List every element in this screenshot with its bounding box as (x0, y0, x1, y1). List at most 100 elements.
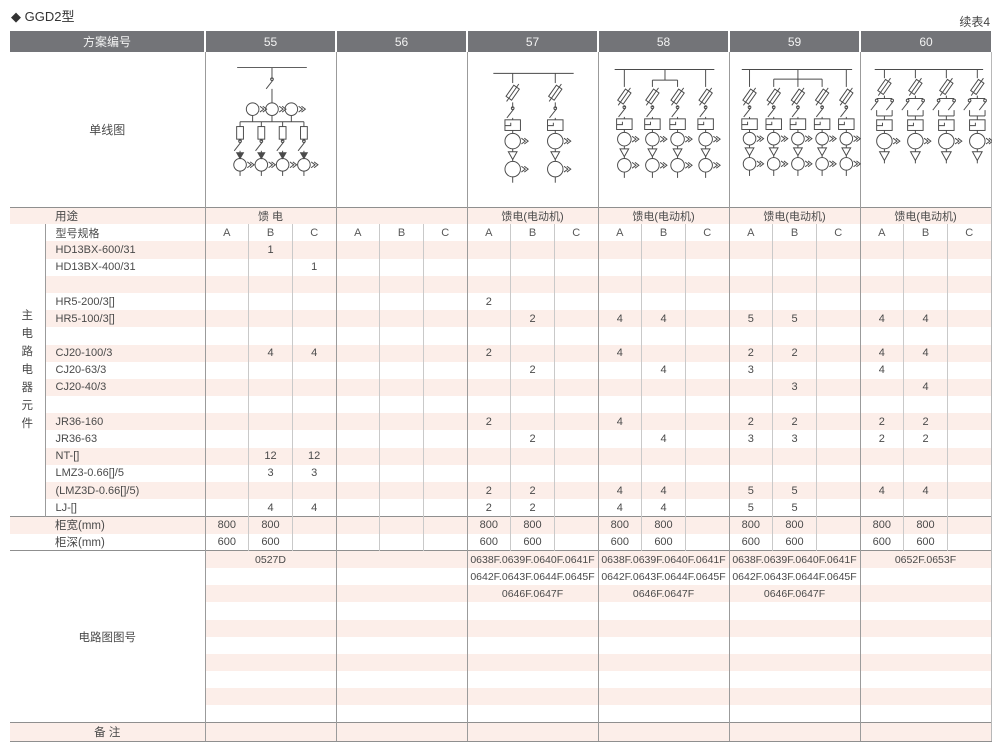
circuit-number-cell (335, 671, 468, 689)
quantity-cell (597, 464, 642, 482)
quantity-cell (859, 275, 904, 293)
quantity-cell: 4 (248, 499, 293, 517)
header-scheme-57: 57 (466, 31, 599, 52)
single-line-diagram-57 (466, 52, 599, 207)
side-label-main-circuit-components: 主电路电器元件 (21, 310, 34, 431)
quantity-cell (815, 464, 861, 482)
table-row: (LMZ3D-0.66[]/5) 2 2 4 4 5 5 4 4 (10, 482, 992, 500)
table-row (10, 636, 992, 654)
quantity-cell (859, 464, 904, 482)
quantity-cell (641, 344, 686, 362)
circuit-number-cell (335, 705, 468, 723)
quantity-cell (466, 430, 511, 448)
quantity-cell: 4 (597, 310, 642, 328)
quantity-cell: 3 (728, 430, 773, 448)
subcolumn-header: B (510, 224, 555, 242)
table-row: 主电路电器元件型号规格 A B C A B C A B C A B C A B C A B C (10, 224, 992, 430)
quantity-cell (510, 258, 555, 276)
quantity-cell (335, 292, 380, 311)
quantity-cell: 2 (466, 499, 511, 517)
circuit-number-cell: 0642F.0643F.0644F.0645F (466, 567, 599, 586)
quantity-cell (379, 430, 424, 448)
quantity-cell (728, 258, 773, 276)
dimension-cell: 600 (204, 533, 249, 551)
quantity-cell (553, 361, 599, 379)
quantity-cell (903, 447, 948, 465)
quantity-cell (291, 241, 337, 259)
quantity-cell (553, 378, 599, 397)
quantity-cell (379, 378, 424, 397)
quantity-cell (466, 464, 511, 482)
quantity-cell (903, 464, 948, 482)
quantity-cell (946, 378, 992, 397)
quantity-cell: 12 (248, 447, 293, 465)
dimension-cell (815, 515, 861, 534)
quantity-cell (510, 275, 555, 293)
quantity-cell: 4 (291, 344, 337, 362)
quantity-cell: 2 (859, 413, 904, 431)
quantity-cell (641, 447, 686, 465)
quantity-cell (553, 413, 599, 431)
quantity-cell: 4 (641, 310, 686, 328)
quantity-cell (204, 499, 249, 517)
quantity-cell (510, 241, 555, 259)
component-label (44, 396, 206, 414)
quantity-cell (422, 310, 468, 328)
quantity-cell (553, 464, 599, 482)
circuit-number-cell (859, 688, 992, 706)
quantity-cell (597, 447, 642, 465)
dimension-cell: 600 (466, 533, 511, 551)
quantity-cell (946, 275, 992, 293)
table-row (10, 275, 992, 293)
dimension-cell: 800 (641, 515, 686, 534)
quantity-cell (728, 447, 773, 465)
quantity-cell: 2 (466, 482, 511, 500)
table-row: 柜宽(mm) 800 800 800 800 800 800 800 800 800 800 (10, 515, 992, 534)
quantity-cell (335, 464, 380, 482)
quantity-cell: 2 (772, 413, 817, 431)
circuit-number-cell (335, 602, 468, 620)
circuit-number-cell (204, 567, 337, 586)
remark-cell (335, 722, 468, 742)
quantity-cell (466, 447, 511, 465)
quantity-cell (684, 447, 730, 465)
quantity-cell: 4 (597, 482, 642, 500)
quantity-cell (553, 430, 599, 448)
quantity-cell: 4 (859, 361, 904, 379)
quantity-cell (946, 292, 992, 311)
continuation-note: 续表4 (959, 15, 990, 29)
quantity-cell: 1 (248, 241, 293, 259)
quantity-cell (335, 275, 380, 293)
circuit-diagram-number-label: 电路图图号 (10, 550, 206, 723)
quantity-cell (684, 361, 730, 379)
circuit-number-cell (204, 671, 337, 689)
component-label: HR5-100/3[] (44, 310, 206, 328)
dimension-cell: 600 (728, 533, 773, 551)
quantity-cell: 4 (903, 482, 948, 500)
dimension-cell (946, 533, 992, 551)
quantity-cell: 4 (859, 344, 904, 362)
circuit-number-cell (597, 688, 730, 706)
dimension-cell: 800 (728, 515, 773, 534)
quantity-cell (204, 447, 249, 465)
circuit-number-cell (859, 585, 992, 603)
quantity-cell (597, 258, 642, 276)
dimension-cell: 800 (859, 515, 904, 534)
subcolumn-header: B (903, 224, 948, 242)
quantity-cell (422, 447, 468, 465)
quantity-cell (510, 464, 555, 482)
quantity-cell: 1 (291, 258, 337, 276)
quantity-cell (946, 413, 992, 431)
quantity-cell (772, 464, 817, 482)
quantity-cell (379, 327, 424, 345)
quantity-cell (335, 430, 380, 448)
quantity-cell: 5 (772, 499, 817, 517)
component-label (44, 275, 206, 293)
dimension-cell: 800 (248, 515, 293, 534)
quantity-cell (597, 275, 642, 293)
quantity-cell (684, 413, 730, 431)
quantity-cell: 2 (466, 292, 511, 311)
quantity-cell (597, 378, 642, 397)
quantity-cell (335, 310, 380, 328)
